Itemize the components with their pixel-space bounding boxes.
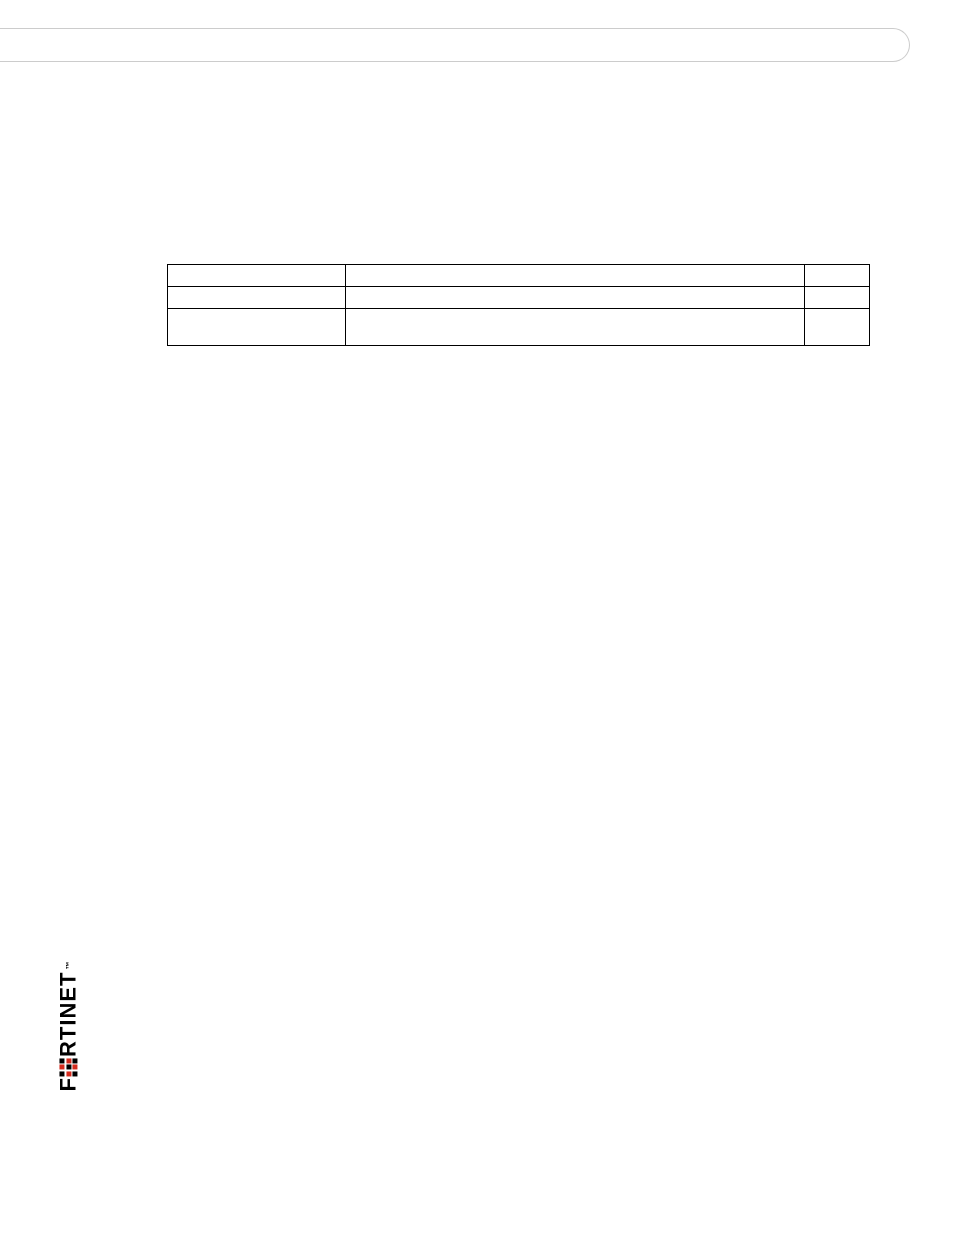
data-table — [167, 264, 870, 346]
table-row — [168, 265, 870, 287]
table-cell — [805, 287, 870, 309]
table-cell — [805, 309, 870, 346]
table-cell — [168, 265, 346, 287]
table-cell — [345, 265, 804, 287]
logo-text: F RTINET ™ — [55, 961, 81, 1092]
trademark-symbol: ™ — [64, 961, 73, 970]
table-cell — [168, 309, 346, 346]
table-cell — [805, 265, 870, 287]
logo-icon — [59, 1058, 77, 1076]
table-cell — [168, 287, 346, 309]
table-row — [168, 309, 870, 346]
table-cell — [345, 287, 804, 309]
logo-prefix: F — [55, 1077, 81, 1091]
header-bar — [0, 28, 910, 62]
fortinet-logo: F RTINET ™ — [56, 928, 80, 1124]
table-row — [168, 287, 870, 309]
table-cell — [345, 309, 804, 346]
logo-suffix: RTINET — [55, 972, 81, 1057]
